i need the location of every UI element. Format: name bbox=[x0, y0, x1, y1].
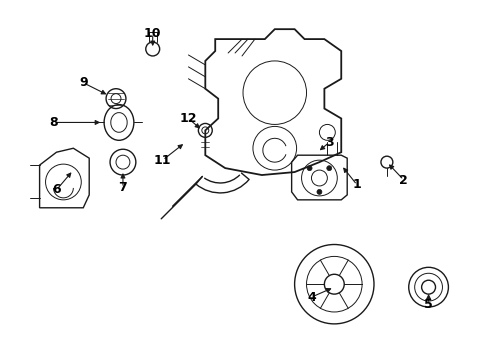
Text: 1: 1 bbox=[353, 179, 362, 192]
Text: 7: 7 bbox=[119, 181, 127, 194]
Circle shape bbox=[327, 166, 332, 171]
Text: 9: 9 bbox=[79, 76, 88, 89]
Text: 6: 6 bbox=[52, 184, 61, 197]
Text: 5: 5 bbox=[424, 297, 433, 311]
Text: 11: 11 bbox=[154, 154, 172, 167]
Text: 12: 12 bbox=[180, 112, 197, 125]
Text: 2: 2 bbox=[399, 174, 408, 186]
Circle shape bbox=[307, 166, 312, 171]
Text: 10: 10 bbox=[144, 27, 162, 40]
Text: 4: 4 bbox=[307, 291, 316, 303]
Text: 3: 3 bbox=[325, 136, 334, 149]
Circle shape bbox=[317, 189, 322, 194]
Text: 8: 8 bbox=[49, 116, 58, 129]
